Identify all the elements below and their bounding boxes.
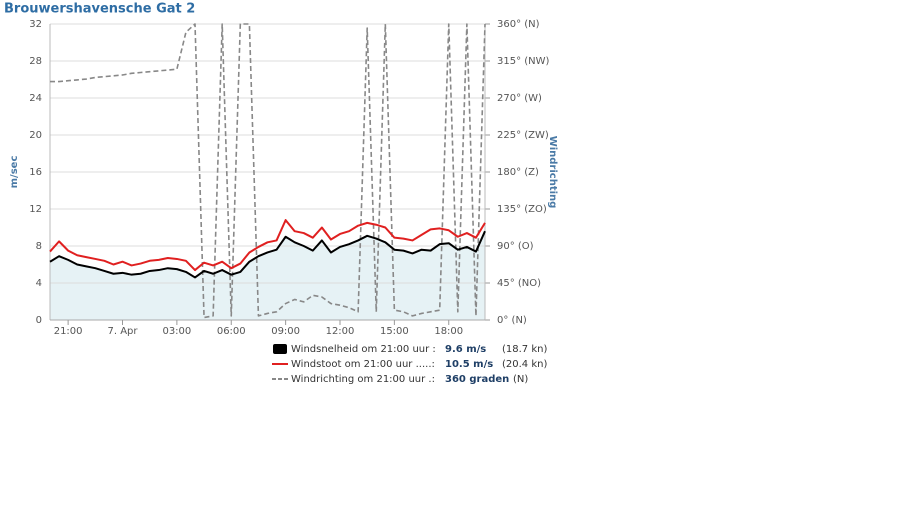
legend-unit: (20.4 kn)	[502, 359, 547, 370]
legend-label: Windsnelheid om 21:00 uur :	[291, 344, 436, 355]
y-tick-label: 4	[36, 278, 42, 289]
x-tick-label: 18:00	[434, 326, 463, 337]
y2-tick-label: 270° (W)	[497, 93, 542, 104]
y-axis-title: m/sec	[9, 156, 20, 189]
legend-unit: (N)	[513, 374, 528, 385]
legend-unit: (18.7 kn)	[502, 344, 547, 355]
y-tick-label: 8	[36, 241, 42, 252]
legend-value: 9.6 m/s	[445, 344, 486, 355]
x-tick-label: 12:00	[326, 326, 355, 337]
y2-tick-label: 0° (N)	[497, 315, 527, 326]
x-tick-label: 09:00	[271, 326, 300, 337]
y2-tick-label: 180° (Z)	[497, 167, 539, 178]
x-tick-label: 03:00	[162, 326, 191, 337]
x-tick-label: 7. Apr	[107, 326, 138, 337]
y2-tick-label: 225° (ZW)	[497, 130, 549, 141]
y-tick-label: 28	[29, 56, 42, 67]
y2-axis-title: Windrichting	[547, 136, 558, 209]
y2-tick-label: 135° (ZO)	[497, 204, 547, 215]
y2-tick-label: 315° (NW)	[497, 56, 550, 67]
legend-swatch	[273, 344, 287, 354]
y-tick-label: 16	[29, 167, 42, 178]
y-tick-label: 12	[29, 204, 42, 215]
series-line	[49, 230, 486, 279]
legend-label: Windrichting om 21:00 uur .:	[291, 374, 435, 385]
x-tick-label: 06:00	[217, 326, 246, 337]
x-tick-label: 21:00	[54, 326, 83, 337]
series-line	[50, 23, 486, 319]
y-tick-label: 0	[36, 315, 42, 326]
y-tick-label: 20	[29, 130, 42, 141]
y-tick-label: 24	[29, 93, 42, 104]
x-tick-label: 15:00	[380, 326, 409, 337]
y2-tick-label: 90° (O)	[497, 241, 534, 252]
chart-title: Brouwershavensche Gat 2	[4, 2, 195, 17]
legend-label: Windstoot om 21:00 uur .....:	[291, 359, 435, 370]
y-tick-label: 32	[29, 19, 42, 30]
series-line	[49, 219, 486, 272]
y2-tick-label: 360° (N)	[497, 19, 540, 30]
area	[50, 231, 485, 320]
legend-value: 360 graden	[445, 374, 509, 385]
legend-value: 10.5 m/s	[445, 359, 493, 370]
y2-tick-label: 45° (NO)	[497, 278, 541, 289]
